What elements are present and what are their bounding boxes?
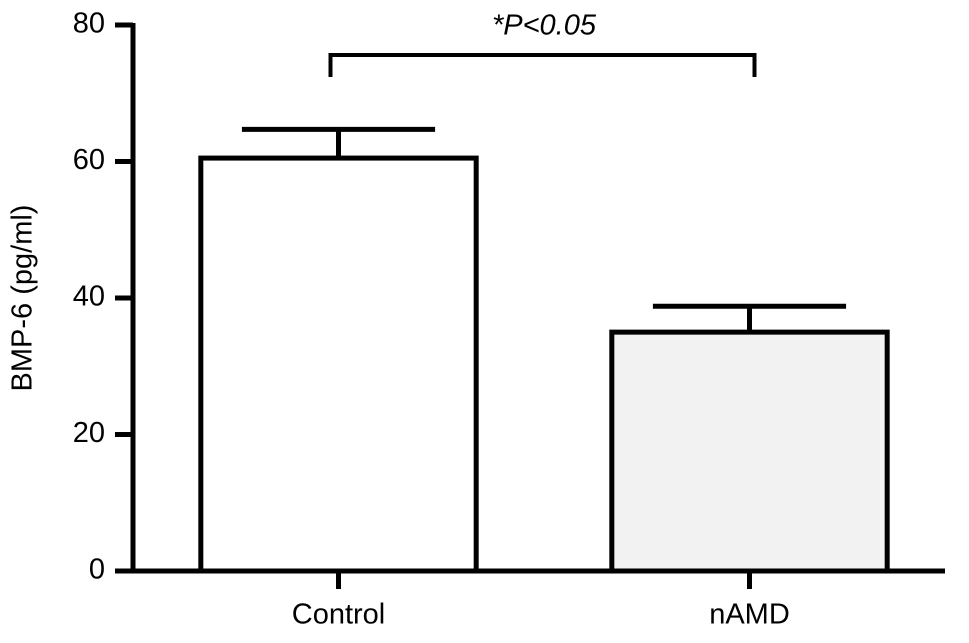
annotation: *P<0.05 — [492, 10, 597, 42]
bar — [198, 155, 479, 574]
x-tick-label: nAMD — [709, 599, 790, 631]
x-tick-label: Control — [292, 599, 386, 631]
y-axis-label: BMP-6 (pg/ml) — [7, 205, 39, 392]
error-bar — [241, 126, 436, 159]
y-tick-label: 60 — [73, 144, 105, 176]
y-tick-label: 40 — [73, 281, 105, 313]
y-tick-label: 0 — [89, 554, 105, 586]
y-tick-label: 80 — [73, 8, 105, 40]
bar — [609, 329, 890, 574]
y-tick-label: 20 — [73, 417, 105, 449]
significance-bracket — [328, 53, 757, 77]
error-bar — [652, 303, 847, 333]
